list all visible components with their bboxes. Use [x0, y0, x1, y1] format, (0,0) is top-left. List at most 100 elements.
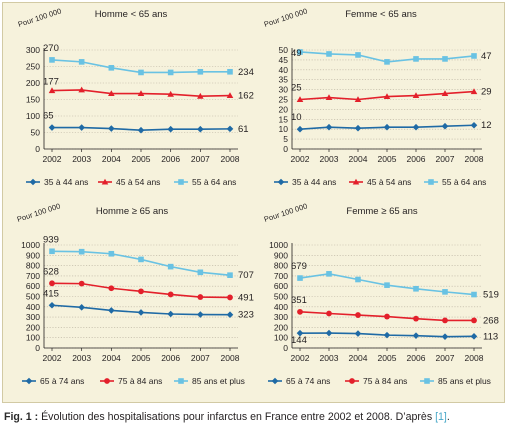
- data-point: [78, 304, 85, 311]
- y-tick-label: 1000: [269, 240, 288, 250]
- data-label-end: 12: [481, 120, 492, 131]
- data-point: [78, 280, 85, 287]
- legend-marker: [352, 178, 360, 185]
- legend-label: 85 ans et plus: [438, 376, 491, 386]
- data-point: [471, 53, 477, 59]
- data-point: [48, 124, 56, 131]
- data-point: [296, 96, 304, 102]
- y-tick-label: 700: [26, 271, 40, 281]
- y-tick-label: 0: [35, 343, 40, 353]
- y-tick-label: 300: [274, 312, 288, 322]
- legend-marker: [178, 179, 184, 185]
- data-point: [413, 315, 419, 322]
- data-point: [355, 312, 361, 318]
- data-point: [384, 313, 390, 320]
- data-label-start: 415: [43, 288, 59, 299]
- data-point: [442, 56, 448, 62]
- data-point: [325, 329, 333, 337]
- data-point: [78, 248, 85, 255]
- x-tick-label: 2008: [221, 154, 240, 164]
- series-1: 10 12 35 à 44 ans: [274, 112, 492, 187]
- x-tick-label: 2004: [102, 353, 121, 363]
- data-point: [108, 90, 115, 97]
- series-1: 144 113 65 à 74 ans: [268, 329, 498, 386]
- chart-title: Femme < 65 ans: [345, 9, 417, 20]
- data-point: [297, 49, 303, 55]
- x-tick-label: 2006: [407, 154, 426, 164]
- x-tick-label: 2005: [132, 154, 151, 164]
- y-axis-unit-label: Pour 100 000: [263, 201, 309, 223]
- data-point: [48, 301, 56, 309]
- legend-label: 45 à 54 ans: [367, 177, 411, 187]
- series-1: 415 323 65 à 74 ans: [22, 288, 254, 386]
- x-tick-label: 2008: [465, 154, 484, 164]
- legend-marker: [29, 178, 37, 186]
- y-tick-label: 50: [279, 45, 289, 55]
- data-point: [227, 294, 233, 301]
- data-point: [441, 90, 449, 97]
- y-tick-label: 800: [26, 261, 40, 271]
- series-2: 25 29 45 à 54 ans: [291, 83, 492, 188]
- x-tick-label: 2006: [161, 353, 180, 363]
- data-point: [226, 92, 234, 99]
- data-label-end: 707: [238, 270, 254, 281]
- data-label-start: 628: [43, 266, 59, 277]
- data-label-start: 270: [43, 43, 59, 54]
- legend-marker: [104, 378, 110, 384]
- data-label-start: 939: [43, 234, 59, 245]
- x-tick-label: 2006: [407, 353, 426, 363]
- data-point: [441, 333, 449, 340]
- data-point: [470, 121, 478, 129]
- data-label-end: 162: [238, 91, 254, 102]
- y-tick-label: 900: [274, 250, 288, 260]
- y-tick-label: 600: [274, 281, 288, 291]
- y-tick-label: 10: [279, 124, 289, 134]
- legend-marker: [428, 179, 434, 185]
- data-point: [78, 59, 85, 65]
- legend-marker: [178, 378, 184, 384]
- y-tick-label: 15: [279, 114, 289, 124]
- y-tick-label: 600: [26, 281, 40, 291]
- data-point: [108, 125, 115, 132]
- data-point: [227, 272, 233, 278]
- data-label-end: 113: [483, 331, 498, 342]
- series-line: [51, 250, 231, 276]
- data-point: [355, 276, 361, 283]
- legend-label: 55 à 64 ans: [442, 177, 486, 187]
- data-point: [138, 288, 144, 295]
- data-point: [108, 65, 115, 71]
- data-point: [384, 59, 390, 65]
- y-tick-label: 30: [279, 85, 289, 95]
- data-point: [412, 332, 420, 339]
- series-2: 177 162 45 à 54 ans: [43, 77, 254, 187]
- data-label-start: 65: [43, 111, 54, 122]
- data-label-start: 351: [291, 295, 307, 306]
- data-point: [383, 123, 391, 131]
- data-point: [383, 331, 391, 339]
- caption-end: .: [446, 411, 450, 423]
- legend-marker: [101, 178, 109, 185]
- caption-reference-link[interactable]: [1]: [435, 411, 447, 423]
- data-point: [197, 311, 204, 318]
- data-point: [49, 57, 55, 63]
- data-point: [296, 329, 304, 337]
- data-point: [354, 330, 362, 337]
- y-tick-label: 500: [274, 292, 288, 302]
- data-point: [470, 88, 478, 95]
- data-point: [138, 69, 144, 76]
- data-point: [326, 271, 332, 277]
- data-point: [442, 289, 448, 295]
- y-tick-label: 35: [279, 75, 289, 85]
- x-tick-label: 2003: [320, 353, 339, 363]
- data-point: [442, 317, 448, 324]
- series-3: 679 519 85 ans et plus: [291, 261, 499, 386]
- data-label-end: 268: [483, 315, 499, 326]
- x-tick-label: 2003: [72, 154, 91, 164]
- x-tick-label: 2008: [221, 353, 240, 363]
- data-point: [137, 309, 145, 316]
- data-point: [48, 87, 56, 94]
- data-point: [108, 307, 115, 314]
- data-point: [412, 123, 420, 131]
